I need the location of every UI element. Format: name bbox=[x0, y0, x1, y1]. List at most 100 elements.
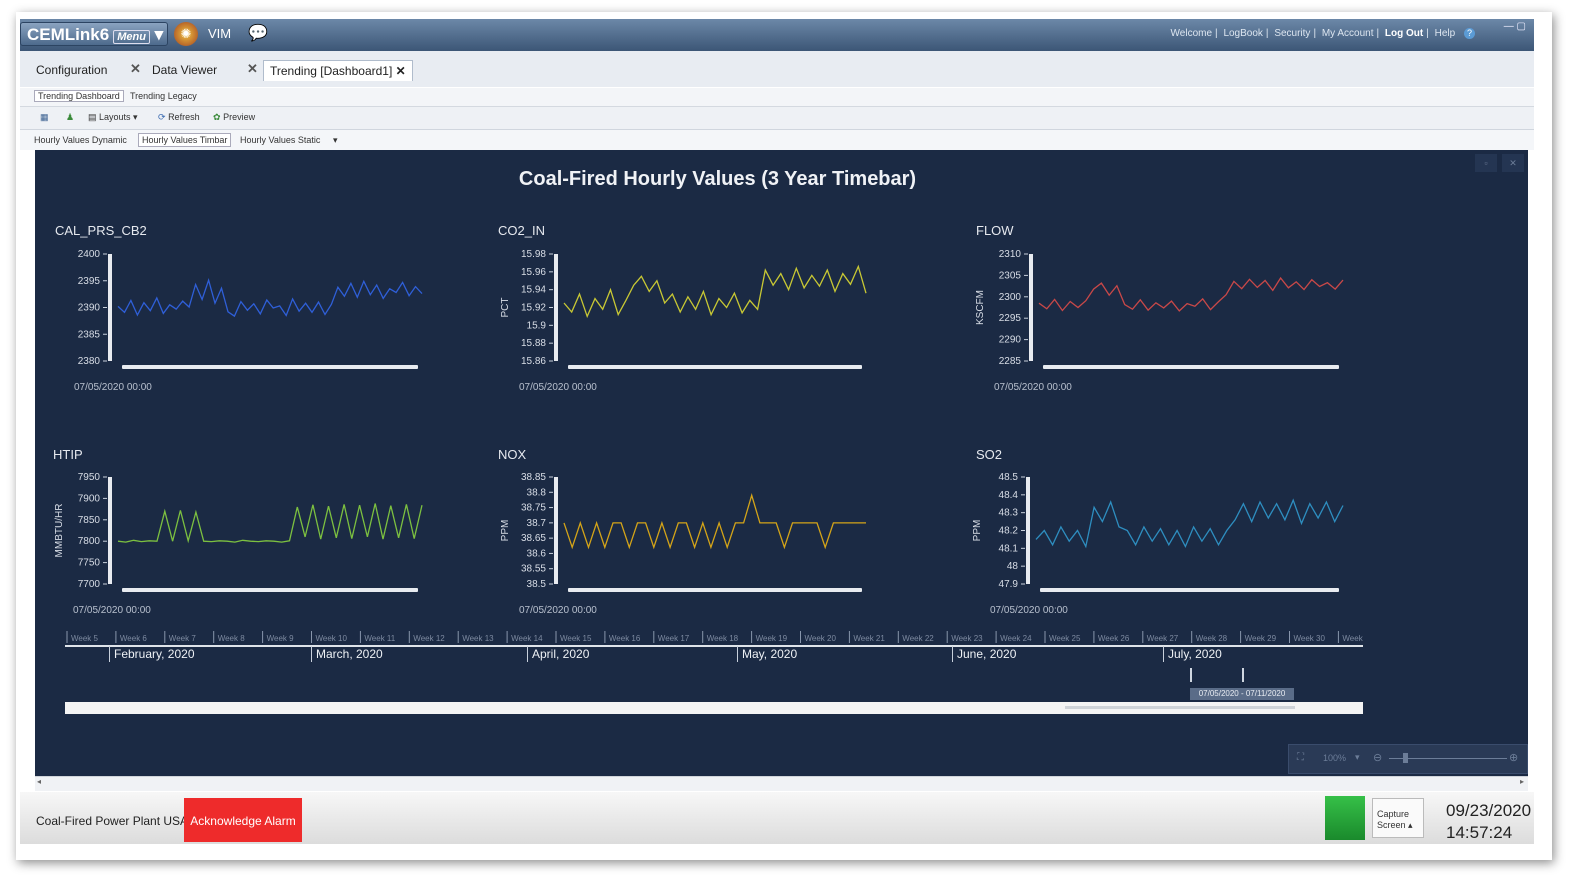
zoom-level[interactable]: 100% bbox=[1323, 753, 1347, 763]
y-tick-label: 2305 bbox=[999, 270, 1022, 281]
dash-tabs-dropdown-icon[interactable]: ▾ bbox=[333, 135, 338, 145]
dash-tab-timbar[interactable]: Hourly Values Timbar bbox=[138, 133, 232, 147]
y-axis-range-bar[interactable] bbox=[108, 477, 112, 584]
week-label: Week 6 bbox=[120, 634, 148, 643]
y-tick-label: 15.9 bbox=[527, 320, 547, 331]
x-axis-range-bar[interactable] bbox=[568, 588, 862, 592]
week-label: Week 23 bbox=[951, 634, 983, 643]
week-label: Week 25 bbox=[1049, 634, 1081, 643]
x-axis-range-bar[interactable] bbox=[1040, 588, 1339, 592]
week-label: Week 24 bbox=[1000, 634, 1032, 643]
close-icon[interactable]: ✕ bbox=[130, 61, 141, 76]
tab-data-viewer[interactable]: Data Viewer bbox=[152, 63, 218, 77]
x-axis-range-bar[interactable] bbox=[122, 365, 418, 369]
subtab-trending-dashboard[interactable]: Trending Dashboard bbox=[34, 90, 124, 102]
x-start-date: 07/05/2020 00:00 bbox=[994, 382, 1072, 393]
y-axis-range-bar[interactable] bbox=[1026, 477, 1030, 584]
vim-label[interactable]: VIM bbox=[208, 26, 232, 41]
refresh-button[interactable]: ⟳ Refresh bbox=[158, 112, 200, 123]
logbook-link[interactable]: LogBook bbox=[1223, 28, 1263, 39]
horizontal-scrollbar[interactable]: ◂ ▸ bbox=[35, 776, 1528, 791]
tab-trending-dashboard[interactable]: Trending [Dashboard1] ✕ bbox=[263, 60, 413, 81]
month-label: June, 2020 bbox=[957, 647, 1017, 661]
month-tick bbox=[1163, 646, 1164, 662]
chat-icon[interactable]: 💬 bbox=[248, 25, 268, 42]
x-axis-range-bar[interactable] bbox=[122, 588, 418, 592]
y-tick-label: 48.2 bbox=[999, 526, 1019, 537]
y-tick-label: 2310 bbox=[999, 249, 1022, 260]
zoom-slider-thumb[interactable] bbox=[1403, 753, 1408, 763]
month-label: April, 2020 bbox=[532, 647, 590, 661]
close-panel-icon[interactable]: ✕ bbox=[1502, 154, 1524, 172]
logout-link[interactable]: Log Out bbox=[1384, 28, 1424, 39]
preview-button[interactable]: ✿ Preview bbox=[213, 112, 255, 123]
vim-icon[interactable]: ✺ bbox=[174, 22, 198, 46]
zoom-in-icon[interactable]: ⊕ bbox=[1509, 752, 1519, 764]
y-tick-label: 47.9 bbox=[999, 579, 1019, 590]
month-tick bbox=[311, 646, 312, 662]
timebar[interactable]: Week 5 Week 6 Week 7 Week 8 Week 9 Week 10 Wee… bbox=[65, 628, 1365, 718]
y-tick-label: 38.65 bbox=[521, 533, 546, 544]
acknowledge-alarm-button[interactable]: Acknowledge Alarm bbox=[184, 798, 302, 842]
y-axis-label: PPM bbox=[500, 520, 511, 542]
welcome-link[interactable]: Welcome bbox=[1170, 28, 1213, 39]
user-icon[interactable]: ♟ bbox=[66, 112, 75, 122]
zoom-dropdown-icon[interactable]: ▾ bbox=[1355, 752, 1360, 762]
dash-tab-dynamic[interactable]: Hourly Values Dynamic bbox=[34, 135, 127, 145]
preview-label: Preview bbox=[223, 112, 256, 122]
refresh-icon: ⟳ bbox=[158, 112, 166, 122]
series-line bbox=[1038, 276, 1344, 312]
window-controls[interactable]: — ▢ bbox=[1503, 21, 1526, 32]
timebar-scrollbar[interactable] bbox=[65, 702, 1363, 714]
y-axis-range-bar[interactable] bbox=[1029, 254, 1033, 361]
week-label: Week 14 bbox=[511, 634, 543, 643]
y-tick-label: 2285 bbox=[999, 356, 1022, 367]
x-start-date: 07/05/2020 00:00 bbox=[990, 605, 1068, 616]
y-axis-range-bar[interactable] bbox=[108, 254, 112, 361]
y-tick-label: 7750 bbox=[78, 558, 101, 569]
layouts-button[interactable]: ▤ Layouts ▾ bbox=[88, 112, 138, 122]
zoom-out-icon[interactable]: ⊖ bbox=[1373, 752, 1383, 764]
y-tick-label: 2290 bbox=[999, 335, 1022, 346]
y-axis-range-bar[interactable] bbox=[554, 254, 558, 361]
chart-title: CAL_PRS_CB2 bbox=[55, 223, 147, 238]
capture-screen-button[interactable]: Capture Screen ▴ bbox=[1372, 798, 1424, 838]
tab-configuration[interactable]: Configuration bbox=[36, 63, 108, 77]
app-menu-button[interactable]: CEMLink6 Menu ▾ bbox=[20, 22, 168, 46]
series-line bbox=[117, 277, 423, 318]
dash-tab-static[interactable]: Hourly Values Static bbox=[240, 135, 321, 145]
timebar-selection-handles[interactable] bbox=[1190, 668, 1244, 682]
scroll-right-icon[interactable]: ▸ bbox=[1519, 777, 1524, 786]
y-axis-range-bar[interactable] bbox=[554, 477, 558, 584]
help-link[interactable]: Help bbox=[1434, 28, 1456, 39]
export-icon[interactable]: ▦ bbox=[40, 112, 49, 122]
maximize-icon[interactable]: ▫ bbox=[1475, 154, 1497, 172]
y-tick-label: 48.4 bbox=[999, 490, 1019, 501]
y-tick-label: 15.98 bbox=[521, 249, 546, 260]
series-line bbox=[1035, 498, 1344, 549]
my-account-link[interactable]: My Account bbox=[1321, 28, 1374, 39]
week-label: Week 26 bbox=[1098, 634, 1130, 643]
week-label: Week 30 bbox=[1294, 634, 1326, 643]
app-logo: CEMLink6 bbox=[27, 25, 110, 44]
close-icon[interactable]: ✕ bbox=[395, 64, 406, 78]
zoom-fit-icon[interactable]: ⛶ bbox=[1297, 752, 1304, 763]
zoom-slider[interactable] bbox=[1389, 758, 1507, 759]
x-axis-range-bar[interactable] bbox=[1043, 365, 1339, 369]
chart-title: HTIP bbox=[53, 447, 83, 462]
security-link[interactable]: Security bbox=[1274, 28, 1311, 39]
timebar-scroll-thumb[interactable] bbox=[1065, 706, 1295, 709]
week-label: Week 22 bbox=[902, 634, 934, 643]
series-line bbox=[117, 503, 423, 544]
subtab-trending-legacy[interactable]: Trending Legacy bbox=[130, 91, 197, 101]
close-icon[interactable]: ✕ bbox=[247, 61, 258, 76]
chart-title: NOX bbox=[498, 447, 527, 462]
y-tick-label: 38.85 bbox=[521, 472, 546, 483]
week-label: Week 11 bbox=[364, 634, 395, 643]
toolbar: ▦ ♟ ▤ Layouts ▾ ⟳ Refresh ✿ Preview bbox=[20, 107, 1534, 130]
plant-name: Coal-Fired Power Plant USA bbox=[36, 814, 189, 828]
x-axis-range-bar[interactable] bbox=[568, 365, 862, 369]
scroll-left-icon[interactable]: ◂ bbox=[37, 777, 42, 786]
help-icon[interactable]: ? bbox=[1464, 28, 1475, 39]
